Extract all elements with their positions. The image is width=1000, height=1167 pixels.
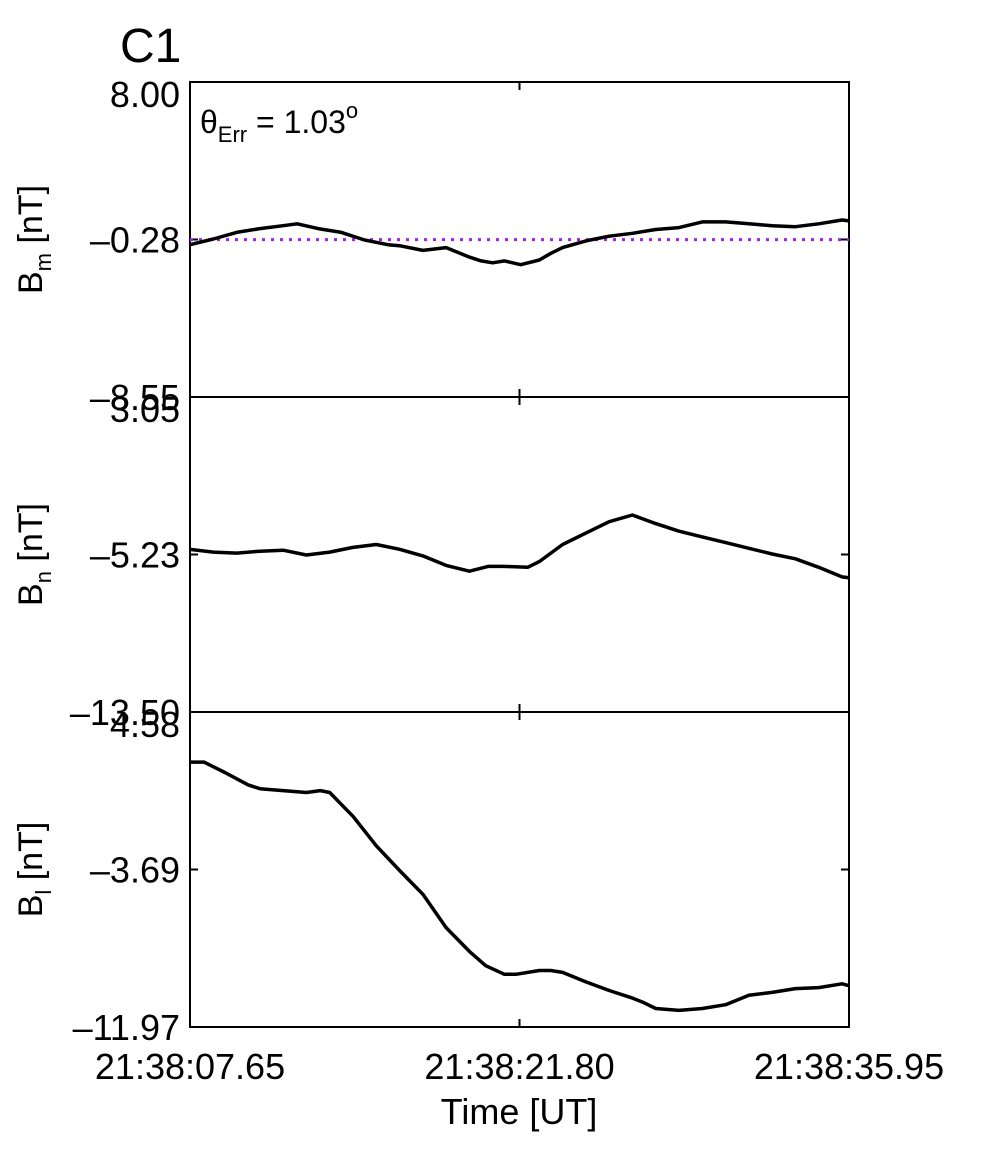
y-tick-label: –3.69 — [90, 850, 180, 891]
y-tick-label: –13.50 — [70, 692, 180, 733]
y-axis-title: Bm [nT] — [12, 185, 56, 294]
y-axis-title-unit: [nT] — [12, 185, 50, 253]
x-tick-label: 21:38:07.65 — [95, 1046, 285, 1087]
y-tick-label: 8.00 — [110, 74, 180, 115]
y-tick-label: 4.58 — [110, 704, 180, 745]
y-axis-title-base: B — [12, 583, 50, 606]
y-axis-title-unit: [nT] — [12, 822, 50, 890]
panel-2: 3.05 –5.23 –13.50 Bn [nT] — [12, 389, 850, 733]
y-axis-title-unit: [nT] — [12, 503, 50, 571]
panel-3: 4.58 –3.69 –11.97 Bl [nT] — [12, 704, 850, 1048]
err-subscript: Err — [218, 122, 247, 147]
panels-group: 8.00 –0.28 –8.55 Bm [nT] 3.05 –5.23 –13.50 Bn [… — [12, 74, 944, 1087]
spacecraft-label: C1 — [120, 20, 181, 73]
y-axis-title-base: B — [12, 271, 50, 294]
x-axis-title: Time [UT] — [441, 1091, 598, 1132]
y-axis-title-base: B — [12, 895, 50, 918]
series-line — [190, 218, 849, 267]
theta-symbol: θ — [200, 104, 218, 140]
series-line — [190, 760, 849, 1013]
error-angle-value: = 1.03 — [247, 104, 346, 140]
y-axis-title-subscript: l — [31, 890, 56, 895]
y-axis-title-subscript: m — [31, 253, 56, 271]
panel-frame — [189, 396, 850, 713]
degree-superscript: o — [346, 98, 358, 123]
y-tick-label: –0.28 — [90, 220, 180, 261]
y-axis-title: Bn [nT] — [12, 503, 56, 606]
y-tick-label: –5.23 — [90, 535, 180, 576]
panel-frame — [189, 711, 850, 1028]
panel-1: 8.00 –0.28 –8.55 Bm [nT] — [12, 74, 850, 418]
series-line — [190, 513, 849, 580]
x-tick-label: 21:38:35.95 — [754, 1046, 944, 1087]
y-tick-label: –8.55 — [90, 377, 180, 418]
y-tick-label: 3.05 — [110, 389, 180, 430]
y-axis-title: Bl [nT] — [12, 822, 56, 918]
x-tick-label: 21:38:21.80 — [424, 1046, 614, 1087]
error-angle-annotation: θErr = 1.03o — [200, 98, 358, 147]
y-tick-label: –11.97 — [73, 1007, 180, 1048]
y-axis-title-subscript: n — [31, 571, 56, 583]
